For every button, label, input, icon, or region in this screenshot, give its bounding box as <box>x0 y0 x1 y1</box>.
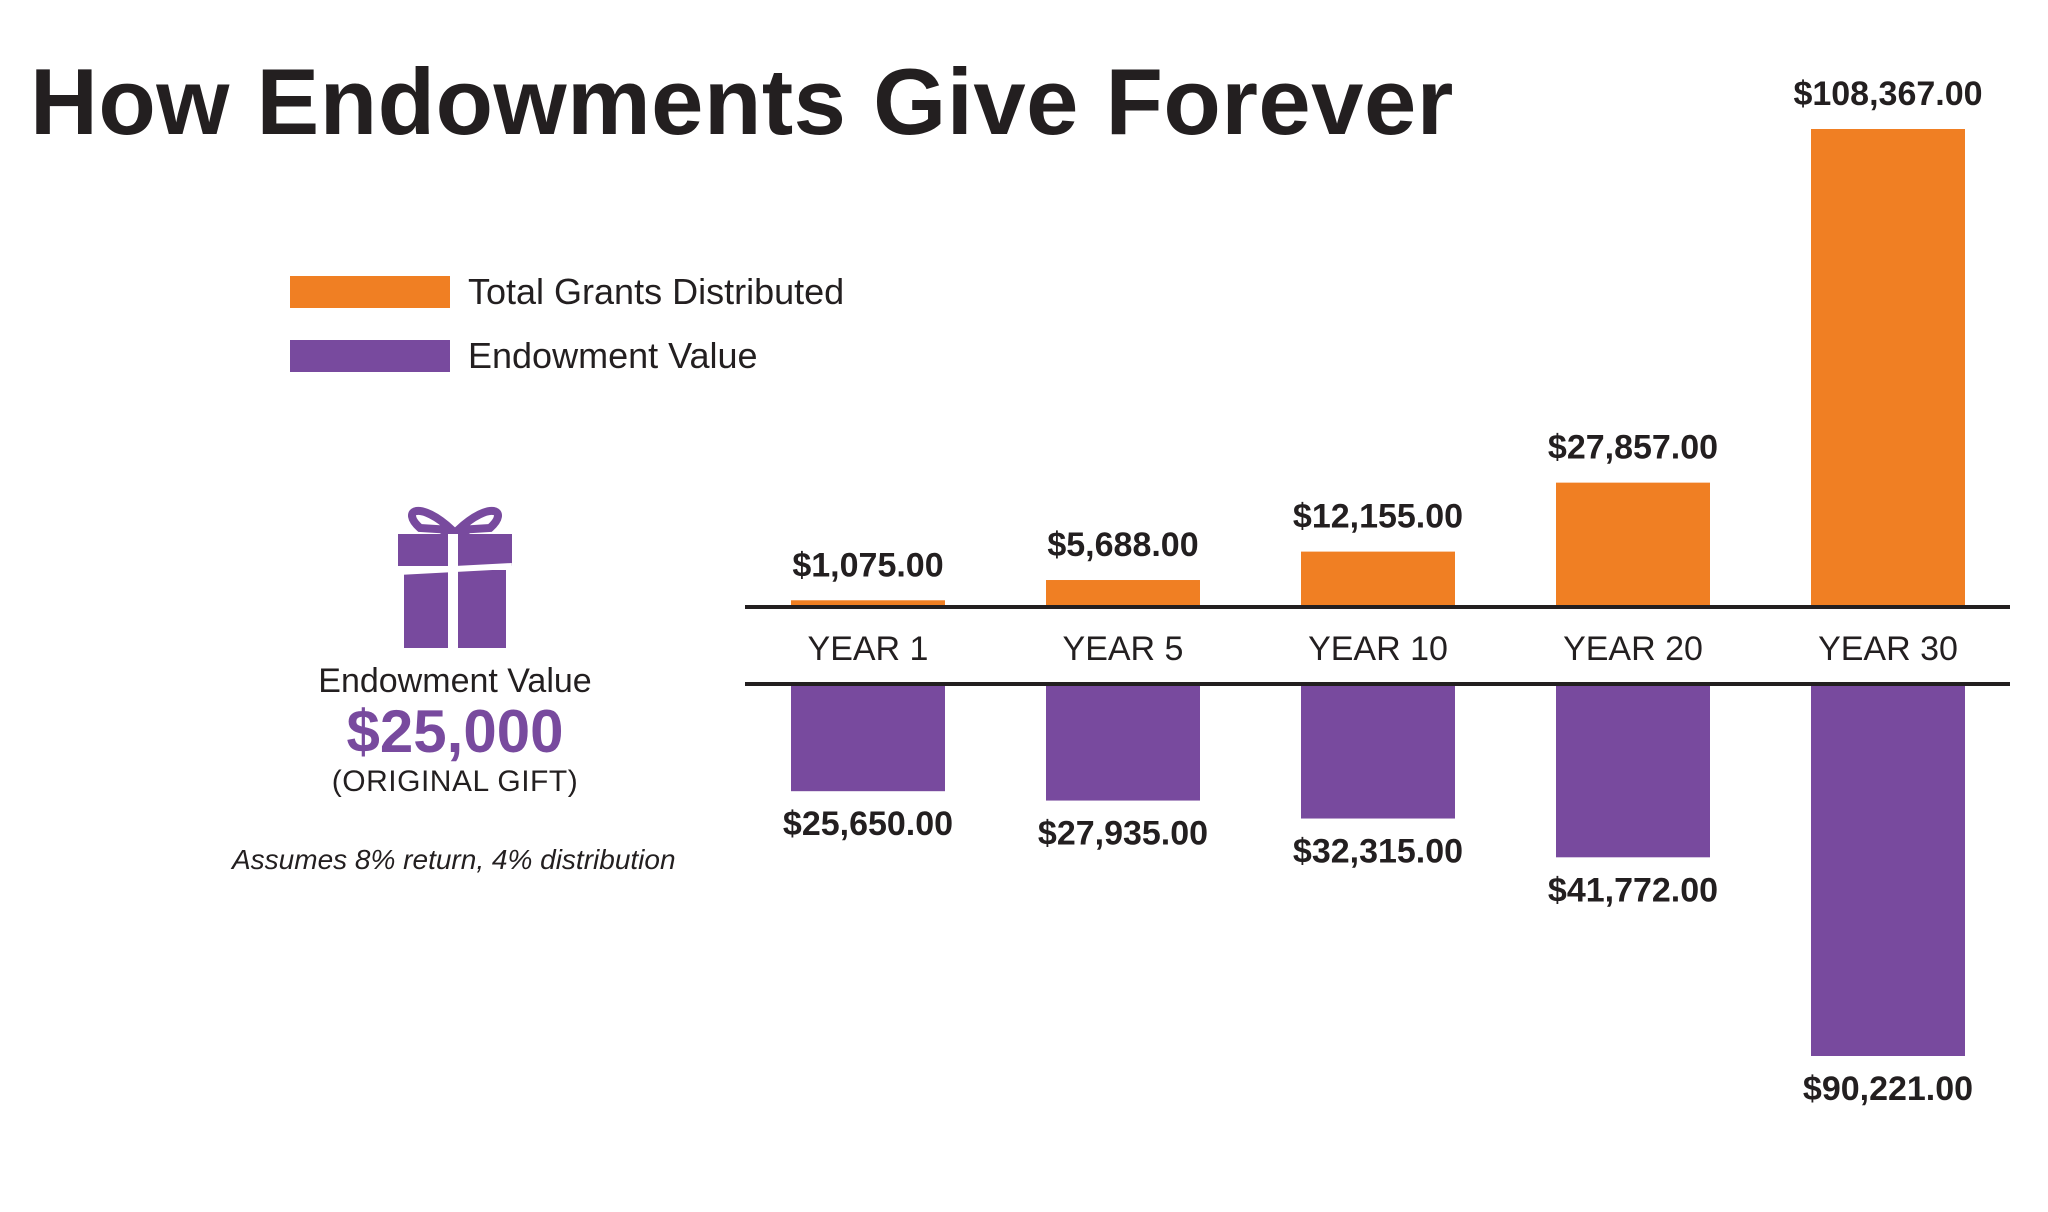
legend-item-grants: Total Grants Distributed <box>290 270 990 312</box>
gift-note: (ORIGINAL GIFT) <box>331 765 579 798</box>
category-label: YEAR 30 <box>1818 630 1958 668</box>
endowment-bar <box>1811 686 1965 1056</box>
endowment-data-label: $32,315.00 <box>1293 833 1463 871</box>
endowment-data-label: $27,935.00 <box>1038 815 1208 853</box>
grants-bar <box>1301 551 1455 605</box>
grants-data-label: $1,075.00 <box>792 546 943 584</box>
legend-swatch-endowment <box>290 340 450 372</box>
category-label: YEAR 20 <box>1563 630 1703 668</box>
grants-data-label: $12,155.00 <box>1293 498 1463 536</box>
gift-amount: $25,000 <box>346 698 564 765</box>
category-label: YEAR 10 <box>1308 630 1448 668</box>
page-title: How Endowments Give Forever <box>30 49 1454 154</box>
endowment-bar <box>1301 686 1455 819</box>
category-label: YEAR 1 <box>808 630 929 668</box>
original-gift-panel: Endowment Value $25,000 (ORIGINAL GIFT) <box>250 490 660 800</box>
category-label: YEAR 5 <box>1063 630 1184 668</box>
grants-bar <box>1556 482 1710 605</box>
grants-data-label: $5,688.00 <box>1047 526 1198 564</box>
grants-data-label: $27,857.00 <box>1548 429 1718 467</box>
legend-label-grants: Total Grants Distributed <box>468 271 845 312</box>
endowment-bar <box>791 686 945 792</box>
legend-swatch-grants <box>290 276 450 308</box>
gift-icon <box>397 507 513 648</box>
grants-bar <box>1046 580 1200 605</box>
endowment-data-label: $41,772.00 <box>1548 871 1718 909</box>
grants-bar <box>1811 129 1965 605</box>
grants-data-label: $108,367.00 <box>1793 75 1982 113</box>
assumption-note: Assumes 8% return, 4% distribution <box>232 844 676 875</box>
legend-item-endowment: Endowment Value <box>290 334 990 376</box>
gift-caption: Endowment Value <box>318 662 592 700</box>
endowment-data-label: $90,221.00 <box>1803 1070 1973 1108</box>
grants-bar <box>791 600 945 605</box>
endowment-bar <box>1046 686 1200 801</box>
endowment-data-label: $25,650.00 <box>783 805 953 843</box>
legend-label-endowment: Endowment Value <box>468 335 758 376</box>
endowment-bar <box>1556 686 1710 858</box>
